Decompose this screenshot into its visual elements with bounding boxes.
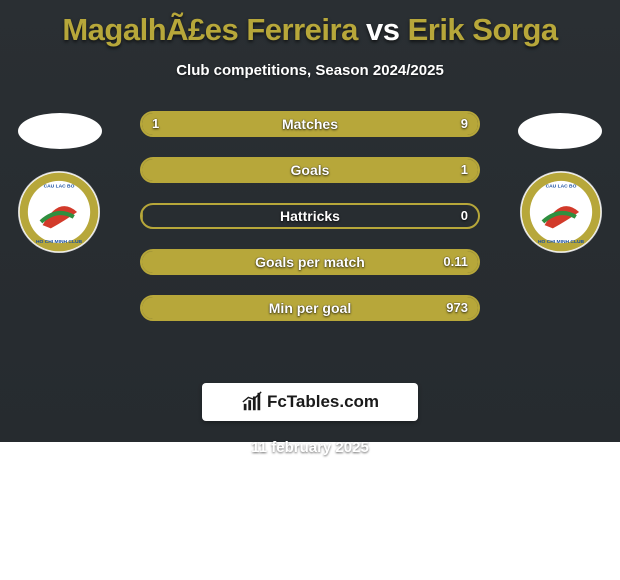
player2-avatar xyxy=(518,113,602,149)
stat-bar-hattricks: 0Hattricks xyxy=(140,203,480,229)
vs-label: vs xyxy=(366,12,399,47)
svg-text:CAU LAC BO: CAU LAC BO xyxy=(546,183,577,189)
stat-label: Goals xyxy=(142,159,478,181)
stat-label: Hattricks xyxy=(142,205,478,227)
svg-text:CAU LAC BO: CAU LAC BO xyxy=(44,183,75,189)
comparison-stage: CAU LAC BO HO CHI MINH CLUB CAU LAC BO H… xyxy=(0,107,620,367)
stat-bar-goals-per-match: 0.11Goals per match xyxy=(140,249,480,275)
player2-club-badge: CAU LAC BO HO CHI MINH CLUB xyxy=(520,171,602,253)
stat-label: Min per goal xyxy=(142,297,478,319)
datestamp: 11 february 2025 xyxy=(0,439,620,456)
stat-bar-min-per-goal: 973Min per goal xyxy=(140,295,480,321)
player2-name: Erik Sorga xyxy=(408,12,558,47)
stat-label: Goals per match xyxy=(142,251,478,273)
player1-club-badge: CAU LAC BO HO CHI MINH CLUB xyxy=(18,171,100,253)
club-badge-icon: CAU LAC BO HO CHI MINH CLUB xyxy=(18,171,100,253)
brand-badge: FcTables.com xyxy=(202,383,418,421)
svg-text:HO CHI MINH CLUB: HO CHI MINH CLUB xyxy=(538,239,585,245)
stat-bar-matches: 19Matches xyxy=(140,111,480,137)
player1-avatar xyxy=(18,113,102,149)
stat-label: Matches xyxy=(142,113,478,135)
svg-text:HO CHI MINH CLUB: HO CHI MINH CLUB xyxy=(36,239,83,245)
player1-name: MagalhÃ£es Ferreira xyxy=(62,12,357,47)
page-title: MagalhÃ£es Ferreira vs Erik Sorga xyxy=(0,12,620,48)
brand-text: FcTables.com xyxy=(267,392,379,412)
club-badge-icon: CAU LAC BO HO CHI MINH CLUB xyxy=(520,171,602,253)
subtitle: Club competitions, Season 2024/2025 xyxy=(0,62,620,79)
chart-icon xyxy=(241,391,263,413)
stat-bar-goals: 1Goals xyxy=(140,157,480,183)
comparison-bars: 19Matches 1Goals 0Hattricks 0.11Goals per m… xyxy=(140,111,480,321)
comparison-card: MagalhÃ£es Ferreira vs Erik Sorga Club c… xyxy=(0,0,620,442)
